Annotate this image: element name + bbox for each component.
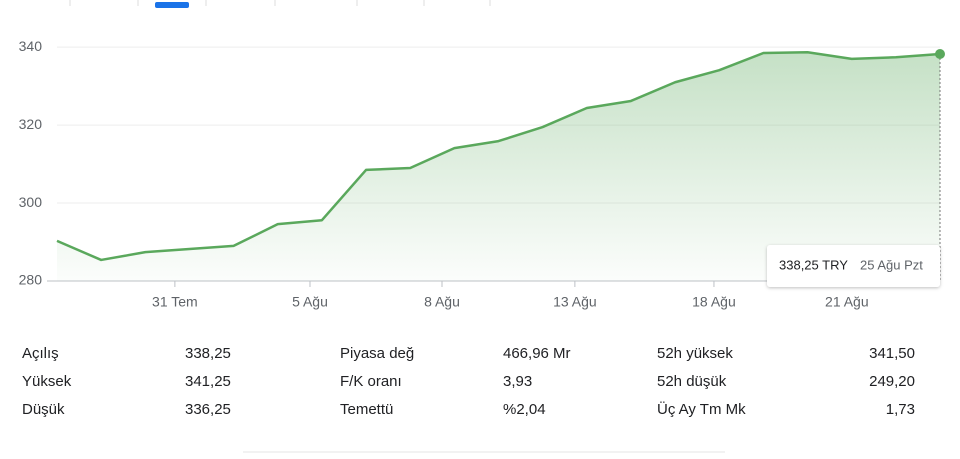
stat-value: 249,20 <box>869 373 915 390</box>
stat-value: %2,04 <box>503 401 546 418</box>
tooltip-price: 338,25 TRY <box>779 257 848 272</box>
stat-value: 466,96 Mr <box>503 345 571 362</box>
x-tick-label: 8 Ağu <box>424 294 460 310</box>
stat-label: Temettü <box>340 401 393 418</box>
tab-bar <box>69 0 491 8</box>
stat-label: Açılış <box>22 345 59 362</box>
x-tick-label: 21 Ağu <box>825 294 869 310</box>
stat-label: Yüksek <box>22 373 72 390</box>
stat-label: Piyasa değ <box>340 345 414 362</box>
stat-value: 3,93 <box>503 373 532 390</box>
stat-label: Üç Ay Tm Mk <box>657 400 746 418</box>
tooltip: 338,25 TRY 25 Ağu Pzt <box>767 245 940 287</box>
stat-value: 341,50 <box>869 345 915 362</box>
tooltip-date: 25 Ağu Pzt <box>860 257 923 272</box>
stat-value: 338,25 <box>185 345 231 362</box>
x-tick-label: 18 Ağu <box>692 294 736 310</box>
stat-value: 1,73 <box>886 401 915 418</box>
stat-label: 52h yüksek <box>657 345 733 362</box>
y-tick-label: 320 <box>19 116 43 132</box>
stat-value: 341,25 <box>185 373 231 390</box>
tab-indicator[interactable] <box>155 2 189 8</box>
area <box>57 52 940 281</box>
stat-label: Düşük <box>22 401 65 418</box>
stat-label: F/K oranı <box>340 373 402 390</box>
stat-label: 52h düşük <box>657 373 727 390</box>
y-tick-label: 340 <box>19 38 43 54</box>
line <box>56 50 941 262</box>
x-tick-label: 31 Tem <box>152 294 198 310</box>
y-tick-label: 300 <box>19 194 43 210</box>
stat-value: 336,25 <box>185 401 231 418</box>
x-tick-label: 5 Ağu <box>292 294 328 310</box>
x-tick-label: 13 Ağu <box>553 294 597 310</box>
y-tick-label: 280 <box>19 272 43 288</box>
tooltip-box <box>767 245 940 287</box>
hover-dot <box>935 48 945 59</box>
